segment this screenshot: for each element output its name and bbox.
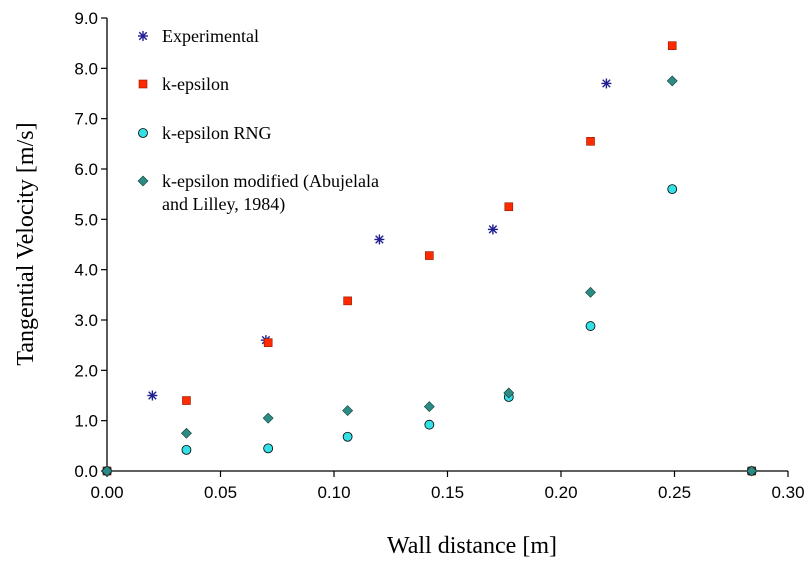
x-tick-label: 0.10 — [317, 483, 350, 502]
data-point — [424, 419, 435, 430]
legend-marker — [138, 128, 148, 138]
data-point — [667, 41, 677, 50]
y-tick-label: 0.0 — [74, 462, 98, 481]
x-tick-label: 0.30 — [771, 483, 804, 502]
y-tick-label: 8.0 — [74, 59, 98, 78]
legend-label: k-epsilon RNG — [162, 123, 272, 143]
legend-label: Experimental — [162, 26, 259, 46]
y-tick-label: 7.0 — [74, 110, 98, 129]
data-point — [262, 412, 274, 424]
x-tick-label: 0.25 — [658, 483, 691, 502]
data-point — [666, 75, 678, 87]
data-point — [342, 405, 354, 417]
data-point — [182, 396, 191, 405]
legend-marker — [138, 31, 148, 41]
data-marks — [101, 41, 758, 477]
data-point — [601, 78, 612, 89]
data-point — [263, 338, 273, 347]
legend: Experimental k-epsilon k-epsilon RNG k-epsi… — [137, 26, 379, 215]
legend-label: k-epsilon — [162, 74, 229, 94]
data-point — [181, 427, 192, 439]
y-tick-label: 4.0 — [74, 261, 98, 280]
ticks: 0.00 0.05 0.10 0.15 0.20 0.25 0.30 0.0 1.0 2.0 3.0… — [74, 9, 804, 502]
y-tick-label: 2.0 — [74, 361, 98, 380]
data-point — [425, 251, 434, 260]
x-axis-title: Wall distance [m] — [387, 533, 557, 559]
data-point — [374, 234, 385, 245]
x-tick-label: 0.00 — [90, 483, 123, 502]
x-tick-label: 0.05 — [204, 483, 237, 502]
data-point — [504, 202, 514, 212]
y-tick-label: 3.0 — [74, 311, 98, 330]
legend-marker — [138, 79, 148, 89]
series-3 — [102, 184, 757, 476]
legend-marker — [137, 175, 149, 187]
x-tick-label: 0.20 — [544, 483, 577, 502]
data-point — [746, 465, 758, 477]
y-axis-title: Tangential Velocity [m/s] — [13, 122, 39, 365]
data-point — [503, 387, 515, 399]
data-point — [586, 137, 595, 146]
data-point — [423, 401, 435, 412]
y-tick-label: 6.0 — [74, 160, 98, 179]
data-point — [342, 431, 353, 442]
data-point — [101, 465, 113, 477]
data-point — [667, 184, 678, 195]
legend-label: k-epsilon modified (Abujelala and Lilley,… — [162, 171, 379, 215]
x-tick-label: 0.15 — [431, 483, 464, 502]
data-point — [263, 443, 274, 454]
data-point — [585, 321, 596, 331]
data-point — [487, 224, 498, 235]
y-tick-label: 9.0 — [74, 9, 98, 28]
y-tick-label: 5.0 — [74, 210, 98, 229]
data-point — [147, 390, 158, 401]
data-point — [585, 286, 596, 298]
data-point — [181, 444, 192, 455]
y-tick-label: 1.0 — [74, 412, 98, 431]
series-4 — [101, 75, 758, 477]
data-point — [343, 296, 352, 306]
